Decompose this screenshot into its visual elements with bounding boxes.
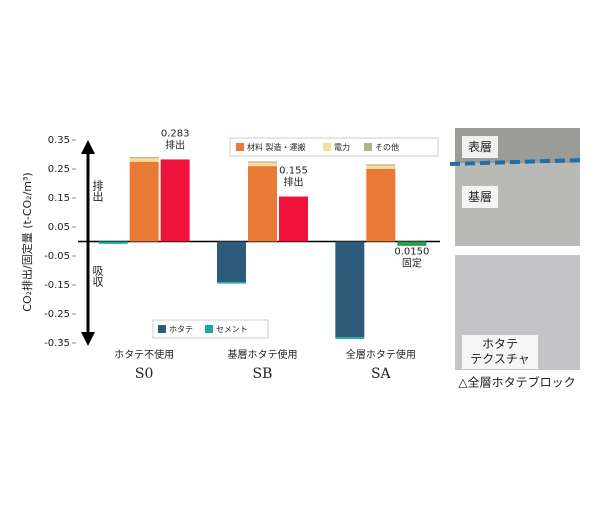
- label-box: [462, 136, 498, 158]
- y-tick-label: 0.25: [48, 164, 70, 175]
- bar: [248, 161, 277, 163]
- net-annotation: 排出: [165, 138, 185, 151]
- net-bar: [160, 159, 190, 242]
- bar: [366, 169, 396, 242]
- legend-swatch: [323, 143, 331, 151]
- x-tick-label: SB: [253, 366, 273, 382]
- bar: [129, 158, 159, 162]
- x-tick-description: 全層ホタテ使用: [346, 348, 416, 361]
- legend-label: 材料 製造・運搬: [247, 142, 306, 152]
- y-tick-label: 0.15: [48, 193, 70, 204]
- net-bar: [279, 196, 308, 242]
- legend-box: [229, 137, 439, 157]
- bar: [248, 166, 277, 242]
- bar: [248, 162, 277, 167]
- y-tick-label: -0.15: [44, 280, 70, 291]
- bar: [129, 161, 159, 242]
- photo-label: ホタテテクスチャ: [470, 337, 530, 366]
- legend-swatch: [158, 325, 166, 333]
- x-tick-description: ホタテ不使用: [114, 348, 174, 361]
- arrow-label: 排出: [91, 179, 104, 202]
- legend-label: セメント: [216, 325, 248, 334]
- bar: [217, 241, 246, 283]
- bar: [129, 157, 159, 159]
- legend-swatch: [236, 143, 244, 151]
- bar: [335, 337, 365, 339]
- legend-label: 電力: [334, 142, 350, 152]
- bar: [98, 241, 128, 244]
- y-tick-label: -0.25: [44, 309, 70, 320]
- y-tick-label: 0.05: [48, 222, 70, 233]
- y-axis-title: CO₂排出/固定量 (t-CO₂/m³): [20, 172, 34, 311]
- x-tick-label: SA: [371, 366, 392, 382]
- photo-label: 基層: [468, 190, 492, 204]
- value-label: 0.155: [279, 166, 308, 177]
- value-label: 0.0150: [394, 247, 429, 258]
- arrow-label: 吸収: [91, 265, 104, 288]
- bar: [366, 164, 396, 166]
- label-box: [462, 186, 498, 208]
- net-annotation: 排出: [284, 176, 304, 189]
- bar: [366, 165, 396, 169]
- x-tick-label: S0: [135, 366, 154, 382]
- y-tick-label: -0.05: [44, 251, 70, 262]
- value-label: 0.283: [161, 128, 190, 139]
- legend-label: その他: [375, 142, 399, 152]
- net-bar: [397, 241, 427, 246]
- bar: [335, 241, 365, 338]
- arrow-head: [81, 332, 95, 346]
- label-box: [462, 335, 538, 369]
- arrow-head: [81, 140, 95, 154]
- photo-label: 表層: [468, 140, 492, 154]
- legend-label: ホタテ: [169, 325, 193, 334]
- bar: [217, 282, 246, 284]
- layer-divider: [449, 158, 583, 166]
- legend-swatch: [364, 143, 372, 151]
- net-annotation: 固定: [402, 257, 422, 270]
- y-tick-label: -0.35: [44, 338, 70, 349]
- x-tick-description: 基層ホタテ使用: [228, 348, 298, 361]
- y-tick-label: 0.35: [48, 135, 70, 146]
- photo-caption: △全層ホタテブロック: [458, 375, 575, 390]
- legend-swatch: [205, 325, 213, 333]
